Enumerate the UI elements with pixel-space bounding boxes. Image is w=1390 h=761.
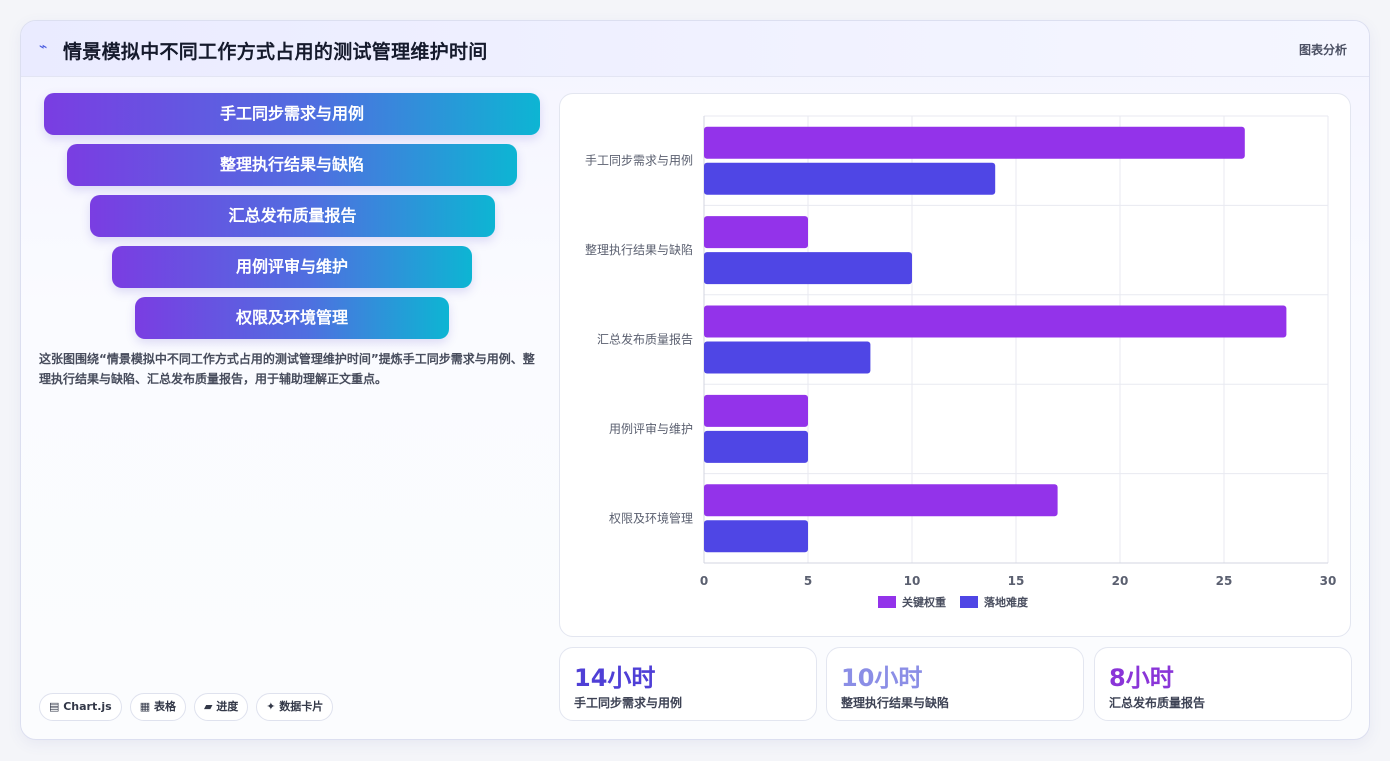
x-tick-label: 30 (1320, 574, 1337, 588)
funnel-step-3: 汇总发布质量报告 (90, 195, 495, 237)
bar-weight (704, 305, 1287, 338)
y-tick-label: 汇总发布质量报告 (597, 332, 693, 347)
x-tick-label: 5 (804, 574, 812, 588)
chip-progress[interactable]: ▰ 进度 (193, 693, 249, 721)
page-title: 情景模拟中不同工作方式占用的测试管理维护时间 (63, 41, 488, 63)
stat-value: 8小时 (1109, 664, 1174, 692)
bar-difficulty (704, 430, 808, 463)
report-card: ⌁ 情景模拟中不同工作方式占用的测试管理维护时间 图表分析 手工同步需求与用例 … (20, 20, 1370, 740)
y-tick-label: 权限及环境管理 (609, 510, 693, 525)
trend-icon: ⌁ (39, 39, 48, 55)
y-tick-label: 整理执行结果与缺陷 (585, 242, 693, 257)
stat-card-2: 10小时 整理执行结果与缺陷 (826, 647, 1084, 721)
legend-label: 关键权重 (902, 595, 946, 609)
chart-panel: 手工同步需求与用例 整理执行结果与缺陷汇总发布质量报告用例评审与维护 权限及环境管理… (559, 93, 1351, 637)
stat-label: 汇总发布质量报告 (1109, 696, 1206, 710)
x-tick-label: 10 (904, 574, 921, 588)
x-tick-label: 20 (1112, 574, 1129, 588)
y-tick-label: 用例评审与维护 (609, 421, 693, 436)
chip-table[interactable]: ▦ 表格 (129, 693, 186, 721)
bar-difficulty (704, 341, 871, 374)
chip-list: ▤ Chart.js ▦ 表格 ▰ 进度 ✦ 数据卡片 (39, 693, 334, 721)
bar-difficulty (704, 252, 912, 285)
chart-analysis-tag: 图表分析 (1298, 43, 1347, 57)
bar-weight (704, 216, 808, 249)
funnel-step-2: 整理执行结果与缺陷 (67, 144, 517, 186)
legend-swatch (878, 596, 896, 608)
bar-difficulty (704, 520, 808, 553)
chip-chartjs[interactable]: ▤ Chart.js (39, 693, 122, 721)
x-tick-label: 15 (1008, 574, 1025, 588)
bar-difficulty (704, 162, 996, 195)
stat-card-1: 14小时 手工同步需求与用例 (559, 647, 817, 721)
header: ⌁ 情景模拟中不同工作方式占用的测试管理维护时间 图表分析 (21, 21, 1369, 77)
stat-value: 14小时 (574, 664, 656, 692)
funnel-step-4: 用例评审与维护 (112, 246, 472, 288)
x-tick-label: 0 (700, 574, 708, 588)
chip-data-card[interactable]: ✦ 数据卡片 (256, 693, 334, 721)
stat-label: 整理执行结果与缺陷 (841, 696, 950, 710)
y-tick-label: 手工同步需求与用例 (585, 154, 693, 168)
stat-card-3: 8小时 汇总发布质量报告 (1094, 647, 1352, 721)
bar-weight (704, 484, 1058, 517)
stat-value: 10小时 (841, 664, 923, 692)
description: 这张图围绕“情景模拟中不同工作方式占用的测试管理维护时间”提炼手工同步需求与用例… (39, 352, 535, 386)
legend-label: 落地难度 (984, 595, 1029, 609)
bar-weight (704, 126, 1245, 159)
funnel-step-5: 权限及环境管理 (135, 297, 449, 339)
bar-weight (704, 394, 808, 427)
bar-chart: 手工同步需求与用例整理执行结果与缺陷汇总发布质量报告用例评审与维护权限及环境管理… (585, 115, 1337, 609)
funnel-step-1: 手工同步需求与用例 (44, 93, 540, 135)
stat-label: 手工同步需求与用例 (574, 696, 683, 710)
x-tick-label: 25 (1216, 574, 1233, 588)
legend-swatch (960, 596, 978, 608)
